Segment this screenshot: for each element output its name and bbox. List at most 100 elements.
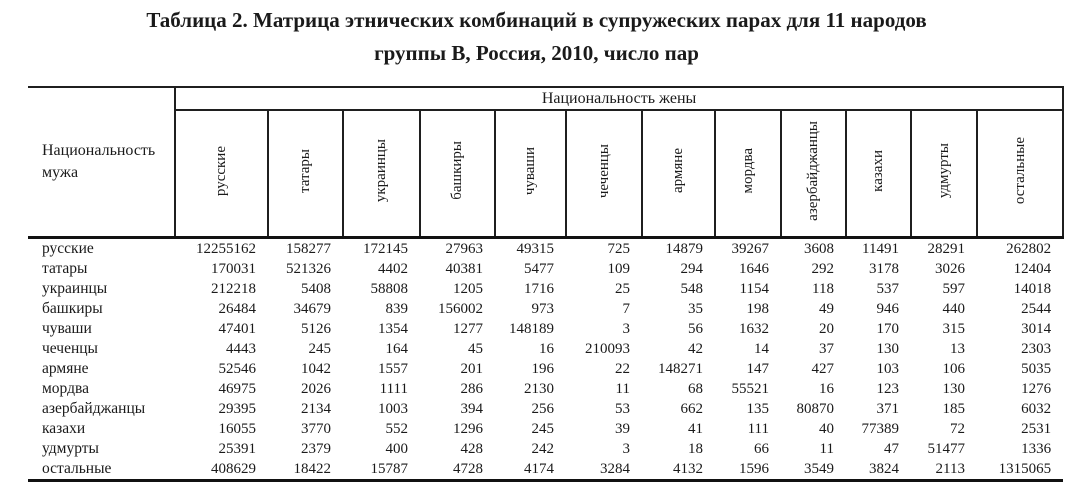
wife-column-label: украинцы [373,139,389,203]
table-header: Национальность мужа Национальность жены … [28,86,1065,239]
wife-column-label: азербайджанцы [805,120,821,221]
wife-column-header-1: русские [175,110,269,239]
cell-value: 839 [385,300,409,317]
cell-value: 245 [308,340,332,357]
wife-column-label: чеченцы [595,143,612,198]
cell-value: 40381 [445,260,484,277]
wife-column-label: мордва [739,148,756,194]
cell-value: 5126 [301,320,331,337]
cell-value: 148271 [658,360,703,377]
cell-value: 109 [607,260,631,277]
husband-row-label: чуваши [42,319,92,337]
cell-value: 156002 [438,300,483,317]
cell-value: 1315065 [977,458,1064,482]
cell-value: 1716 [524,280,554,297]
cell-value: 52546 [218,360,257,377]
cell-value: 2130 [524,380,554,397]
table-title-line2: группы В, Россия, 2010, число пар [374,40,699,65]
cell-value: 72 [950,420,965,437]
wife-column-label: казахи [870,149,886,192]
cell-value: 170031 [211,260,256,277]
cell-value: 5408 [301,280,331,297]
cell-value: 49315 [516,240,555,257]
cell-value: 14879 [665,240,704,257]
cell-value: 256 [531,400,555,417]
cell-value: 47401 [218,320,257,337]
cell-value: 3178 [869,260,899,277]
cell-value: 1154 [739,280,769,297]
cell-value: 1205 [453,280,483,297]
wife-column-label: остальные [1011,137,1028,205]
cell-value: 212218 [211,280,256,297]
cell-value: 123 [876,380,900,397]
husband-row-label: армяне [42,359,89,377]
wife-column-label: русские [213,145,229,196]
cell-value: 148189 [509,320,554,337]
cell-value: 242 [531,440,555,457]
table-row: мордва 46975 2026 1111 286 2130 11 68 55521 16 123… [28,379,1063,399]
cell-value: 4443 [226,340,256,357]
wife-column-header-4: башкиры [420,110,496,239]
cell-value: 16 [539,340,554,357]
husband-row-label: башкиры [42,299,103,317]
cell-value: 25391 [218,440,257,457]
cell-value: 2544 [1021,300,1052,317]
husband-row-label: чеченцы [42,339,98,357]
cell-value: 1336 [1021,440,1052,457]
table-row: чуваши 47401 5126 1354 1277 148189 3 56 1632 20 17… [28,319,1063,339]
cell-value: 39267 [731,240,770,257]
cell-value: 552 [385,420,409,437]
cell-value: 1003 [378,400,408,417]
cell-value: 5035 [1021,360,1052,377]
cell-value: 22 [615,360,630,377]
cell-value: 34679 [293,300,332,317]
cell-value: 2379 [301,440,331,457]
cell-value: 262802 [1006,240,1052,257]
wife-column-header-9: азербайджанцы [781,110,847,239]
cell-value: 2026 [301,380,331,397]
cell-value: 1354 [378,320,408,337]
cell-value: 3549 [781,458,846,482]
cell-value: 135 [746,400,770,417]
cell-value: 12404 [1013,260,1052,277]
cell-value: 5477 [524,260,554,277]
cell-value: 946 [876,300,900,317]
wife-column-header-2: татары [268,110,344,239]
cell-value: 427 [811,360,835,377]
cell-value: 118 [812,280,834,297]
cell-value: 2531 [1021,420,1052,437]
cell-value: 2134 [301,400,331,417]
cell-value: 1296 [453,420,483,437]
cell-value: 40 [819,420,834,437]
cell-value: 521326 [286,260,331,277]
cell-value: 1557 [378,360,408,377]
cell-value: 3026 [935,260,965,277]
cell-value: 51477 [927,440,966,457]
cell-value: 1596 [715,458,781,482]
cell-value: 45 [468,340,483,357]
cell-value: 53 [615,400,630,417]
cell-value: 16 [819,380,834,397]
cell-value: 58808 [370,280,409,297]
cell-value: 172145 [363,240,408,257]
cell-value: 662 [680,400,704,417]
cell-value: 11491 [862,240,899,257]
cell-value: 130 [876,340,900,357]
cell-value: 2113 [911,458,977,482]
wife-column-label: татары [297,148,313,193]
cell-value: 80870 [796,400,835,417]
cell-value: 1277 [453,320,483,337]
cell-value: 170 [876,320,900,337]
table-row: азербайджанцы 29395 2134 1003 394 256 53 662 135… [28,399,1063,419]
cell-value: 28291 [927,240,966,257]
wife-column-header-11: удмурты [911,110,978,239]
cell-value: 16055 [218,420,257,437]
cell-value: 15787 [343,458,420,482]
cell-value: 49 [819,300,834,317]
cell-value: 440 [942,300,966,317]
cell-value: 1042 [301,360,331,377]
cell-value: 973 [531,300,555,317]
cell-value: 4728 [420,458,495,482]
cell-value: 27963 [445,240,484,257]
